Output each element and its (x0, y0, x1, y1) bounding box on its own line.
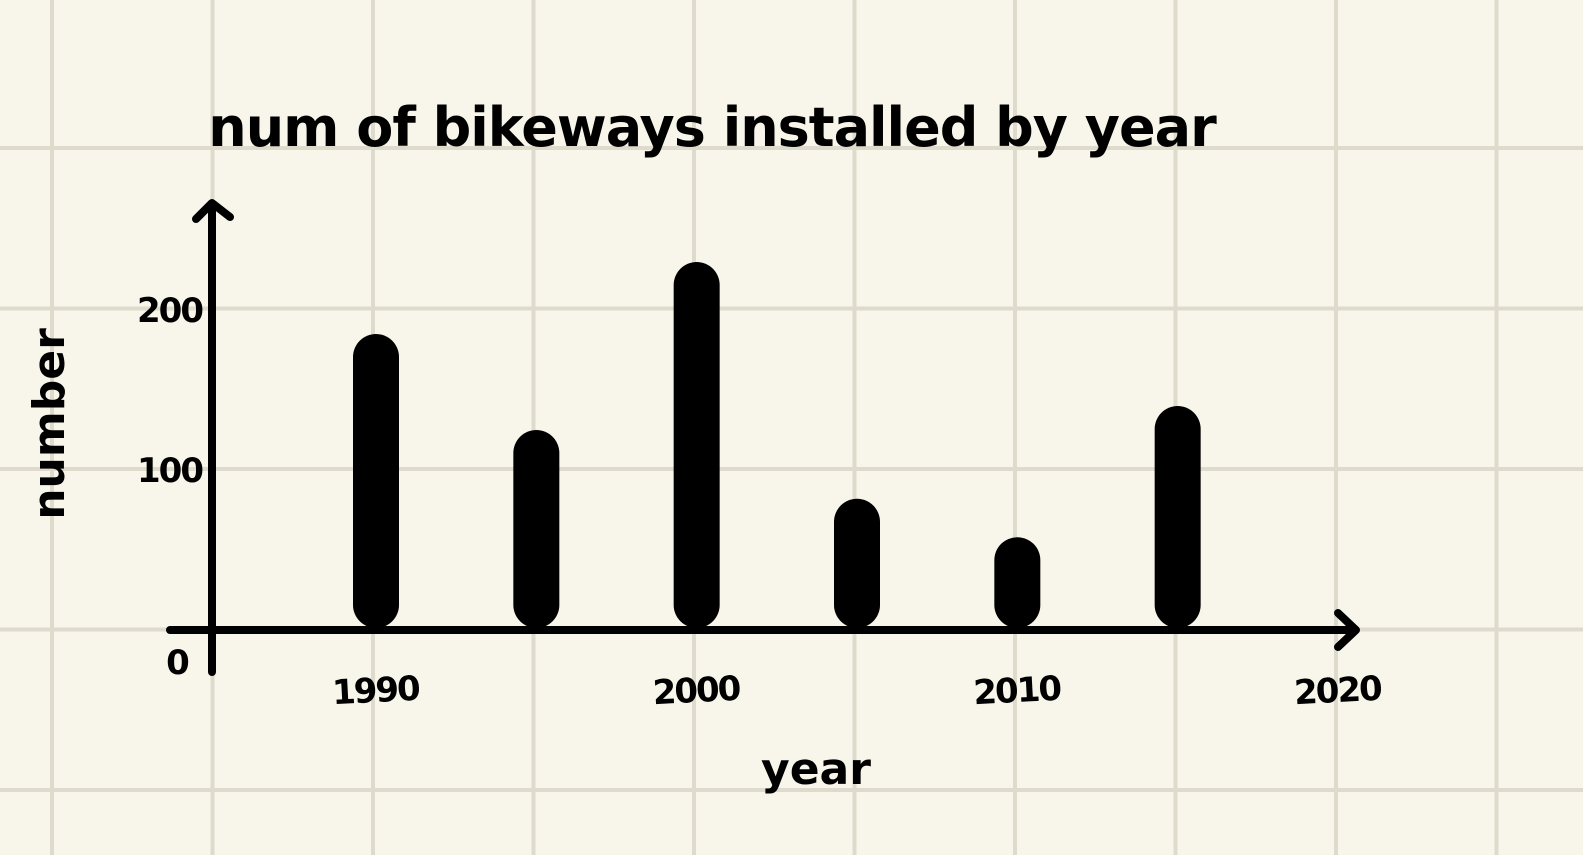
y-tick-label-100: 100 (137, 451, 203, 491)
bar-1995 (513, 430, 560, 628)
bar-2000 (673, 262, 720, 628)
bars-group (353, 262, 1201, 628)
bar-2015 (1154, 406, 1201, 628)
bar-2010 (994, 537, 1041, 628)
x-tick-label-2000: 2000 (652, 669, 742, 714)
bar-2005 (834, 498, 880, 628)
bar-1990 (353, 334, 399, 628)
x-tick-label-2020: 2020 (1293, 669, 1383, 714)
x-axis-label: year (761, 744, 871, 795)
x-tick-label-2010: 2010 (972, 669, 1062, 714)
y-tick-label-0: 0 (166, 643, 189, 683)
ticks-group: 1990 2000 2010 2020 0 100 200 (137, 291, 1383, 713)
y-tick-label-200: 200 (137, 291, 203, 331)
x-tick-label-1990: 1990 (331, 669, 421, 714)
axes-group (166, 199, 1360, 676)
y-axis-label: number (24, 328, 75, 520)
x-axis (166, 609, 1360, 651)
chart-title: num of bikeways installed by year (208, 96, 1217, 159)
y-axis (192, 199, 234, 676)
